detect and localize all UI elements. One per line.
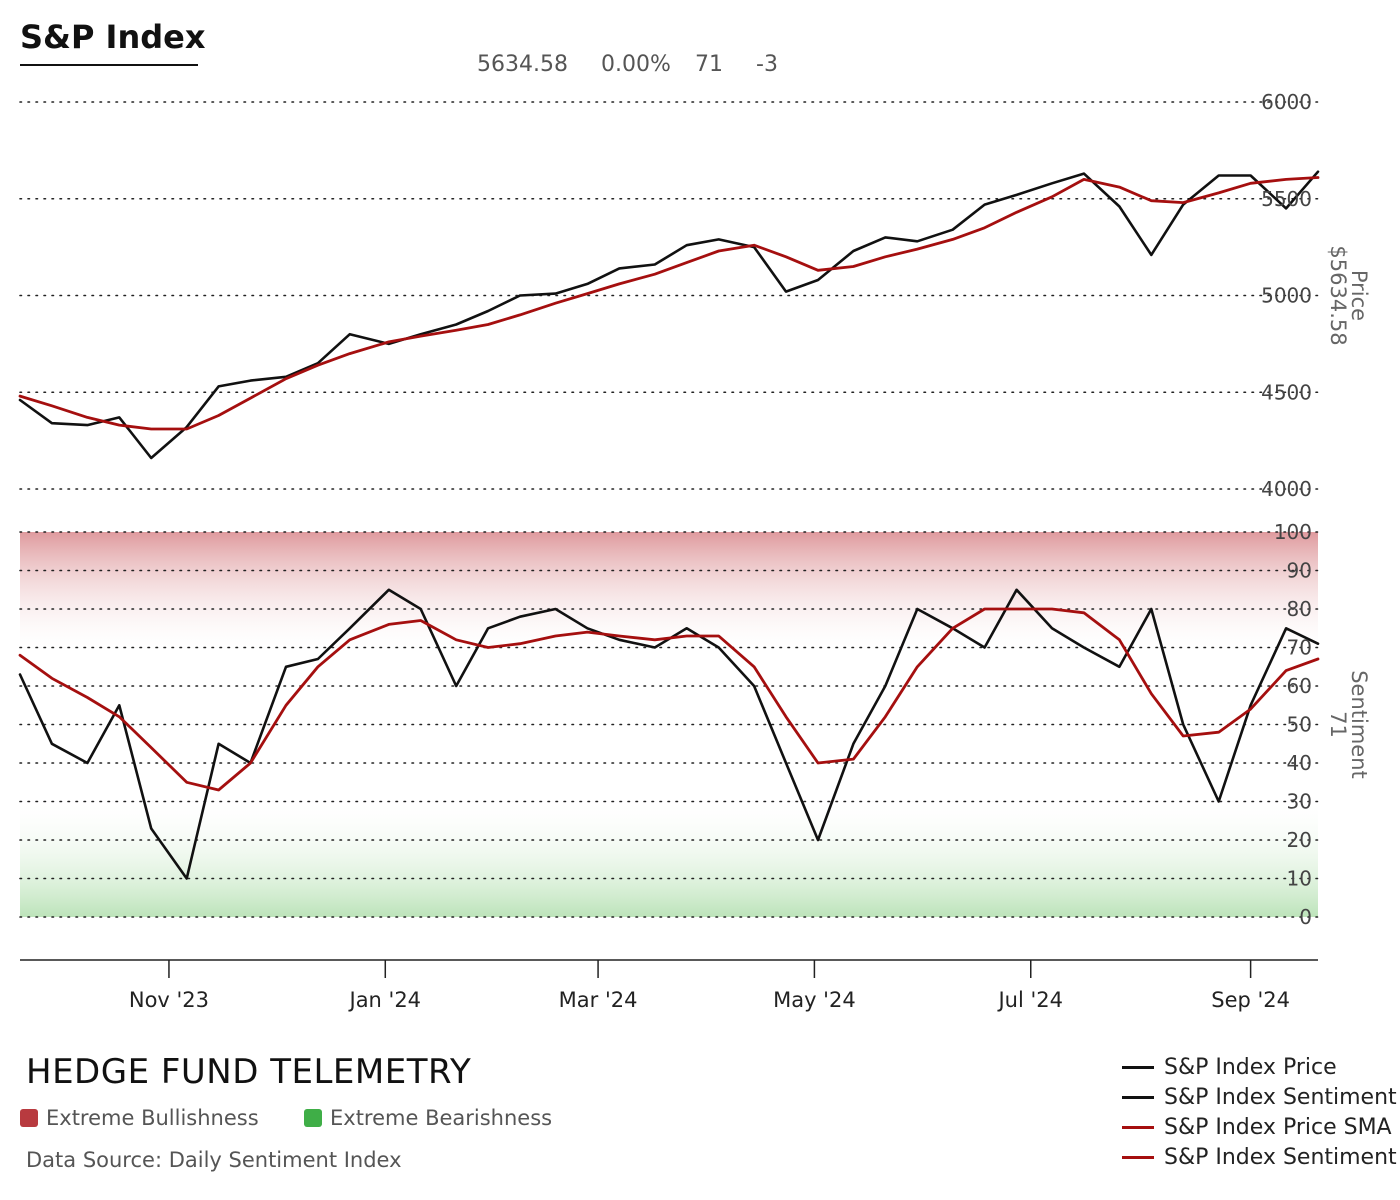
legend-item-sentiment-sma[interactable]: S&P Index Sentiment SMA: [1122, 1142, 1400, 1172]
data-source: Data Source: Daily Sentiment Index: [26, 1148, 402, 1172]
y-tick-label: 60: [1287, 674, 1312, 698]
y-tick-label: 70: [1287, 636, 1312, 660]
y-axis-value: $5634.58: [1326, 245, 1350, 345]
price-sma-line: [18, 176, 1320, 431]
x-tick-label: Sep '24: [1211, 988, 1290, 1012]
y-tick-label: 10: [1287, 867, 1312, 891]
x-tick-label: Jul '24: [996, 988, 1063, 1012]
legend-item-sentiment[interactable]: S&P Index Sentiment: [1122, 1082, 1400, 1112]
stat-last-price: 5634.58: [477, 52, 568, 77]
sentiment-sma-line: [18, 607, 1320, 792]
y-axis-title: Sentiment: [1347, 670, 1371, 779]
y-tick-label: 100: [1274, 520, 1312, 544]
legend-line-icon: [1122, 1065, 1154, 1069]
x-tick-label: Nov '23: [129, 988, 209, 1012]
legend-item-price[interactable]: S&P Index Price: [1122, 1052, 1400, 1082]
zone-key-bullish: Extreme Bullishness: [20, 1106, 259, 1130]
legend-line-icon: [1122, 1095, 1154, 1099]
stat-sentiment-change: -3: [756, 52, 778, 77]
y-tick-label: 6000: [1261, 90, 1312, 114]
legend-label: S&P Index Sentiment: [1164, 1084, 1397, 1110]
legend: S&P Index Price S&P Index Sentiment S&P …: [1122, 1052, 1400, 1172]
y-tick-label: 40: [1287, 751, 1312, 775]
zone-key-bearish: Extreme Bearishness: [304, 1106, 552, 1130]
x-tick-label: May '24: [773, 988, 856, 1012]
y-tick-label: 4000: [1261, 477, 1312, 501]
bullish-swatch: [20, 1109, 38, 1127]
stat-sentiment: 71: [695, 52, 723, 77]
zone-key-bearish-label: Extreme Bearishness: [330, 1106, 553, 1130]
extreme-bearish-zone: [20, 801, 1318, 917]
price-series-line: [18, 170, 1320, 460]
y-axis-value: 71: [1326, 711, 1350, 738]
x-tick-label: Mar '24: [559, 988, 638, 1012]
bearish-swatch: [304, 1109, 322, 1127]
y-tick-label: 5500: [1261, 187, 1312, 211]
legend-item-price-sma[interactable]: S&P Index Price SMA: [1122, 1112, 1400, 1142]
stat-change-pct: 0.00%: [601, 52, 671, 77]
extreme-bullish-zone: [20, 532, 1318, 648]
legend-line-icon: [1122, 1125, 1154, 1129]
y-tick-label: 80: [1287, 597, 1312, 621]
x-tick-label: Jan '24: [348, 988, 422, 1012]
y-tick-label: 0: [1299, 905, 1312, 929]
y-tick-label: 90: [1287, 559, 1312, 583]
brand-name: HEDGE FUND TELEMETRY: [26, 1052, 472, 1092]
y-tick-label: 5000: [1261, 284, 1312, 308]
legend-label: S&P Index Price: [1164, 1054, 1337, 1080]
chart-svg: 4000 4500 5000 5500 6000 Price$5634.58 0 10 20 30…: [18, 90, 1371, 1012]
y-tick-label: 30: [1287, 790, 1312, 814]
title-underline: [20, 64, 198, 66]
y-axis-title: Price: [1347, 270, 1371, 321]
y-tick-label: 50: [1287, 713, 1312, 737]
legend-line-icon: [1122, 1155, 1154, 1159]
legend-label: S&P Index Price SMA: [1164, 1114, 1392, 1140]
y-tick-label: 20: [1287, 828, 1312, 852]
zone-key-bullish-label: Extreme Bullishness: [46, 1106, 259, 1130]
y-tick-label: 4500: [1261, 380, 1312, 404]
chart-title: S&P Index: [20, 18, 206, 56]
legend-label: S&P Index Sentiment SMA: [1164, 1144, 1400, 1170]
